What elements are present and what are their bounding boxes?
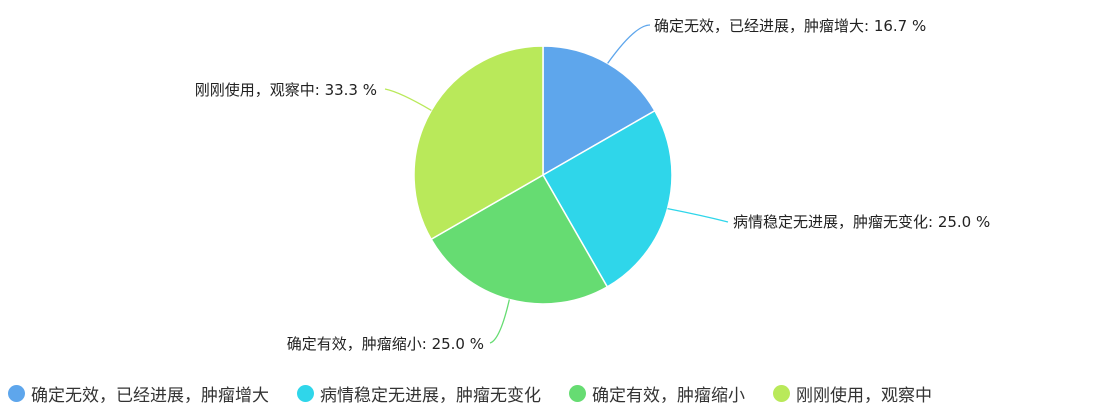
legend-label: 病情稳定无进展，肿瘤无变化 (320, 386, 541, 406)
legend-dot-icon (773, 385, 790, 402)
legend-item[interactable]: 病情稳定无进展，肿瘤无变化 (297, 381, 541, 406)
data-label: 确定无效，已经进展，肿瘤增大: 16.7 % (654, 17, 926, 35)
legend-item[interactable]: 确定有效，肿瘤缩小 (569, 381, 745, 406)
data-label: 刚刚使用，观察中: 33.3 % (195, 81, 377, 99)
legend-item[interactable]: 确定无效，已经进展，肿瘤增大 (8, 381, 269, 406)
data-label: 确定有效，肿瘤缩小: 25.0 % (287, 335, 484, 353)
legend-dot-icon (8, 385, 25, 402)
legend-dot-icon (297, 385, 314, 402)
leader-line (607, 24, 651, 64)
legend-label: 确定有效，肿瘤缩小 (592, 386, 745, 406)
legend: 确定无效，已经进展，肿瘤增大 病情稳定无进展，肿瘤无变化 确定有效，肿瘤缩小 刚刚使用… (8, 381, 960, 406)
pie-slice[interactable] (430, 173, 609, 305)
legend-dot-icon (569, 385, 586, 402)
pie-slice[interactable] (542, 45, 656, 177)
leader-line (384, 88, 432, 111)
data-label: 病情稳定无进展，肿瘤无变化: 25.0 % (733, 213, 990, 231)
leader-line (667, 208, 729, 223)
pie-slice[interactable] (413, 45, 544, 241)
leader-line (489, 299, 510, 344)
legend-label: 确定无效，已经进展，肿瘤增大 (31, 386, 269, 406)
pie-chart: 确定无效，已经进展，肿瘤增大: 16.7 % 病情稳定无进展，肿瘤无变化: 25.… (195, 17, 991, 353)
legend-label: 刚刚使用，观察中 (796, 386, 932, 406)
pie-slice[interactable] (541, 109, 673, 288)
legend-item[interactable]: 刚刚使用，观察中 (773, 381, 932, 406)
